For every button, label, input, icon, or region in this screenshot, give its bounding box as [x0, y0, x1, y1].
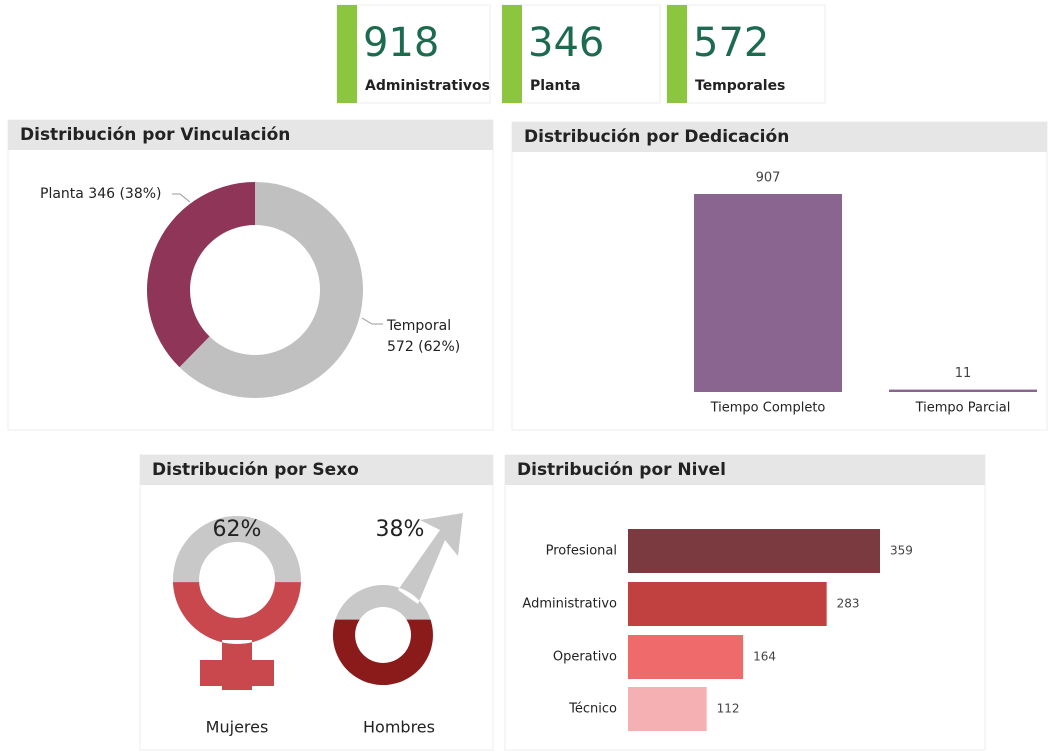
leader-line	[172, 193, 191, 203]
icon-fill	[173, 582, 301, 690]
data-label: 112	[717, 702, 740, 716]
kpi-card	[336, 4, 491, 104]
icon-fill	[333, 619, 433, 685]
panel-title: Distribución por Vinculación	[20, 125, 290, 145]
y-tick-label: Administrativo	[522, 597, 617, 612]
y-tick-label: Técnico	[568, 702, 617, 717]
bar	[628, 529, 880, 573]
data-label: 38%	[376, 517, 425, 542]
icon-base	[172, 516, 301, 690]
y-tick-label: Operativo	[553, 650, 617, 665]
panel-header	[140, 455, 493, 485]
category-label: Mujeres	[206, 718, 269, 737]
data-label: 164	[753, 650, 776, 664]
panel-title: Distribución por Nivel	[517, 460, 726, 480]
x-tick-label: Tiempo Parcial	[915, 401, 1011, 416]
kpi-value: 572	[693, 20, 769, 66]
panel-header	[505, 455, 985, 485]
kpi-label: Administrativos	[365, 78, 490, 94]
kpi-value: 918	[363, 20, 439, 66]
data-label: 359	[890, 544, 913, 558]
donut-slice	[179, 182, 363, 398]
bar	[694, 194, 842, 392]
panel-header	[512, 122, 1047, 152]
panel-title: Distribución por Sexo	[152, 460, 359, 480]
kpi-label: Temporales	[695, 78, 785, 94]
y-tick-label: Profesional	[546, 544, 617, 559]
kpi-accent	[667, 5, 687, 103]
data-label: 11	[955, 366, 972, 381]
data-label: 907	[756, 171, 781, 186]
bar	[889, 389, 1037, 392]
panel-title: Distribución por Dedicación	[524, 127, 789, 147]
bar	[628, 582, 827, 626]
data-label: 62%	[213, 517, 262, 542]
kpi-value: 346	[528, 20, 604, 66]
kpi-card	[501, 4, 661, 104]
bar	[628, 635, 744, 679]
kpi-card	[666, 4, 826, 104]
x-tick-label: Tiempo Completo	[710, 401, 826, 416]
leader-line	[361, 317, 383, 325]
donut-slice	[146, 181, 255, 368]
bar	[628, 687, 707, 731]
data-label: 283	[837, 597, 860, 611]
kpi-accent	[502, 5, 522, 103]
panel-header	[8, 120, 493, 150]
slice-label: Planta 346 (38%)	[40, 186, 162, 202]
category-label: Hombres	[363, 718, 435, 737]
slice-label: Temporal 572 (62%)	[387, 318, 461, 355]
kpi-label: Planta	[530, 78, 581, 94]
kpi-accent	[337, 5, 357, 103]
